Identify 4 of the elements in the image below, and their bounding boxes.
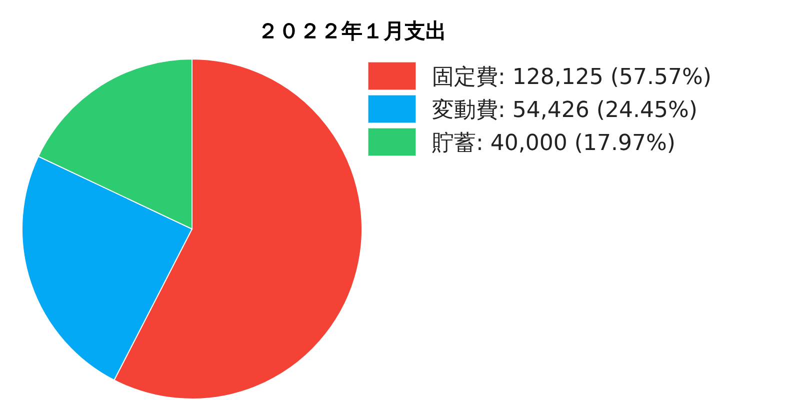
legend-label: 変動費: 54,426 (24.45%) xyxy=(432,98,698,123)
legend-label: 貯蓄: 40,000 (17.97%) xyxy=(432,131,676,156)
chart-title: ２０２２年１月支出 xyxy=(258,19,446,43)
legend-label: 固定費: 128,125 (57.57%) xyxy=(432,65,712,90)
